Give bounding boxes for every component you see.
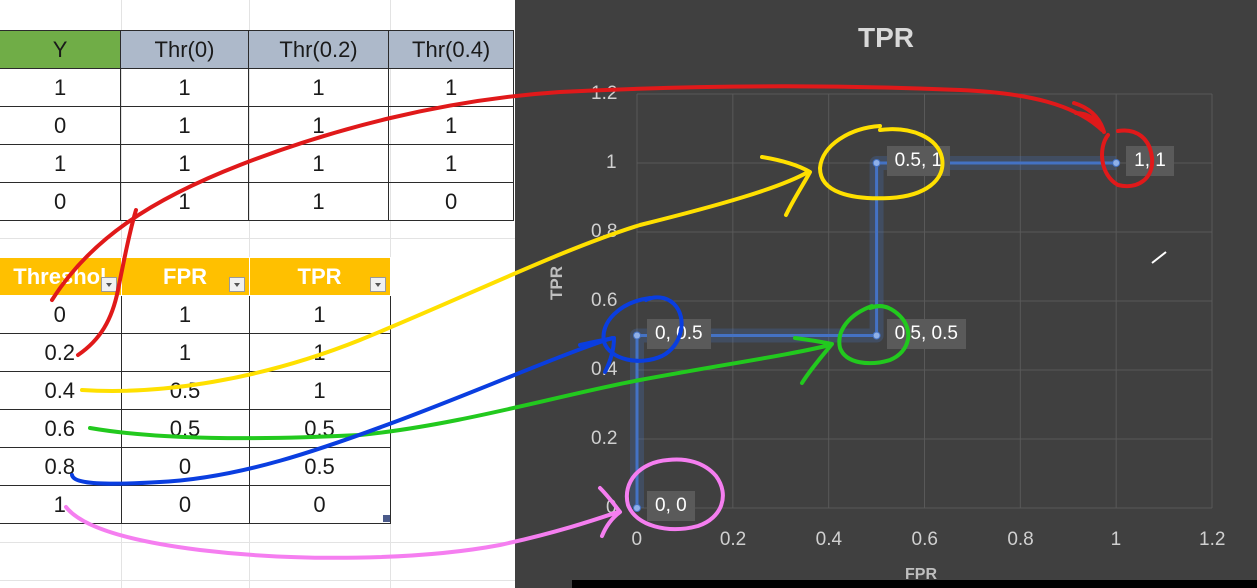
x-tick-label: 1 — [1110, 529, 1122, 550]
header-tpr[interactable]: TPR — [249, 257, 391, 296]
sheet-gridline — [0, 238, 515, 239]
roc-points-table: Threshol FPR TPR 0 1 1 0.2 1 1 0.4 0.5 1… — [0, 257, 391, 524]
data-label: 0.5, 0.5 — [886, 318, 966, 349]
y-tick-label: 0.8 — [591, 221, 618, 242]
y-tick-label: 0.6 — [591, 290, 618, 311]
x-tick-label: 0.4 — [815, 529, 843, 550]
header-thr04[interactable]: Thr(0.4) — [388, 30, 514, 69]
y-tick-label: 1 — [606, 152, 617, 173]
header-tpr-label: TPR — [297, 263, 342, 289]
chart-plot-area — [630, 93, 1213, 512]
data-label: 1, 1 — [1126, 146, 1174, 176]
table-cell[interactable]: 0 — [121, 485, 250, 524]
table-cell[interactable]: 0 — [388, 182, 514, 221]
table-cell[interactable]: 0 — [121, 447, 250, 486]
table-cell[interactable]: 1 — [121, 333, 250, 372]
table-cell[interactable]: 1 — [388, 106, 514, 145]
chart-title: TPR — [858, 22, 914, 53]
header-y[interactable]: Y — [0, 30, 122, 69]
table-cell[interactable]: 1 — [247, 182, 390, 221]
table-cell[interactable]: 0.5 — [121, 371, 250, 410]
sheet-gridline — [0, 580, 515, 581]
x-tick-label: 0 — [631, 529, 643, 550]
table-cell[interactable]: 0.5 — [249, 447, 391, 486]
table-cell[interactable]: 0.5 — [121, 409, 250, 448]
data-point — [1112, 159, 1121, 167]
header-thr0[interactable]: Thr(0) — [120, 30, 249, 69]
x-tick-label: 0.2 — [719, 529, 747, 550]
data-label: 0, 0.5 — [647, 318, 711, 349]
data-point — [872, 159, 881, 167]
filter-dropdown-button[interactable] — [369, 277, 386, 292]
header-thr02[interactable]: Thr(0.2) — [247, 30, 390, 69]
table-cell[interactable]: 1 — [0, 144, 122, 183]
threshold-predictions-table: Y Thr(0) Thr(0.2) Thr(0.4) 1 1 1 1 0 1 1… — [0, 30, 514, 221]
roc-chart[interactable]: TPR TPR FPR 0 0.2 0.4 0.6 0.8 1 1.2 0 0.2 0.4 0.6 0… — [515, 0, 1257, 588]
header-threshold-label: Threshol — [13, 263, 107, 289]
table-cell[interactable]: 0.6 — [0, 409, 122, 448]
table-cell[interactable]: 1 — [249, 371, 391, 410]
table-cell[interactable]: 1 — [0, 68, 122, 107]
y-tick-label: 0.2 — [591, 428, 618, 449]
table-resize-handle[interactable] — [383, 515, 390, 522]
header-fpr-label: FPR — [163, 263, 207, 289]
header-threshold[interactable]: Threshol — [0, 257, 122, 296]
table-cell[interactable]: 0 — [249, 485, 391, 524]
y-tick-label: 0.4 — [591, 359, 618, 380]
data-point — [633, 504, 641, 512]
table-cell[interactable]: 0 — [0, 106, 122, 145]
y-tick-label: 0 — [606, 497, 617, 518]
table-cell[interactable]: 1 — [121, 295, 250, 334]
x-tick-label: 0.8 — [1007, 529, 1034, 550]
table-cell[interactable]: 0.4 — [0, 371, 122, 410]
table-cell[interactable]: 0.8 — [0, 447, 122, 486]
chart-bottom-bar — [572, 580, 1257, 588]
header-fpr[interactable]: FPR — [121, 257, 250, 296]
data-label: 0.5, 1 — [886, 146, 951, 176]
table-cell[interactable]: 0.5 — [249, 409, 391, 448]
sheet-gridline — [0, 542, 515, 543]
table-cell[interactable]: 0 — [0, 295, 122, 334]
table-cell[interactable]: 1 — [247, 106, 390, 145]
filter-dropdown-button[interactable] — [100, 277, 117, 292]
x-tick-label: 0.6 — [911, 529, 938, 550]
x-tick-label: 1.2 — [1199, 529, 1226, 550]
table-cell[interactable]: 1 — [247, 68, 390, 107]
table-cell[interactable]: 1 — [120, 144, 249, 183]
table-cell[interactable]: 1 — [120, 68, 249, 107]
x-axis-label: FPR — [905, 566, 937, 583]
table-cell[interactable]: 1 — [120, 106, 249, 145]
table-cell[interactable]: 1 — [0, 485, 122, 524]
data-point — [872, 331, 881, 340]
table-cell[interactable]: 1 — [249, 333, 391, 372]
table-cell[interactable]: 1 — [120, 182, 249, 221]
table-cell[interactable]: 1 — [249, 295, 391, 334]
filter-dropdown-button[interactable] — [228, 277, 245, 292]
table-cell[interactable]: 0.2 — [0, 333, 122, 372]
y-axis-label: TPR — [547, 266, 566, 300]
y-tick-label: 1.2 — [591, 83, 618, 104]
table-cell[interactable]: 0 — [0, 182, 122, 221]
table-cell[interactable]: 1 — [247, 144, 390, 183]
spreadsheet-area: Y Thr(0) Thr(0.2) Thr(0.4) 1 1 1 1 0 1 1… — [0, 0, 515, 588]
data-label: 0, 0 — [647, 491, 695, 521]
table-cell[interactable]: 1 — [388, 144, 514, 183]
data-point — [633, 331, 641, 340]
table-cell[interactable]: 1 — [388, 68, 514, 107]
